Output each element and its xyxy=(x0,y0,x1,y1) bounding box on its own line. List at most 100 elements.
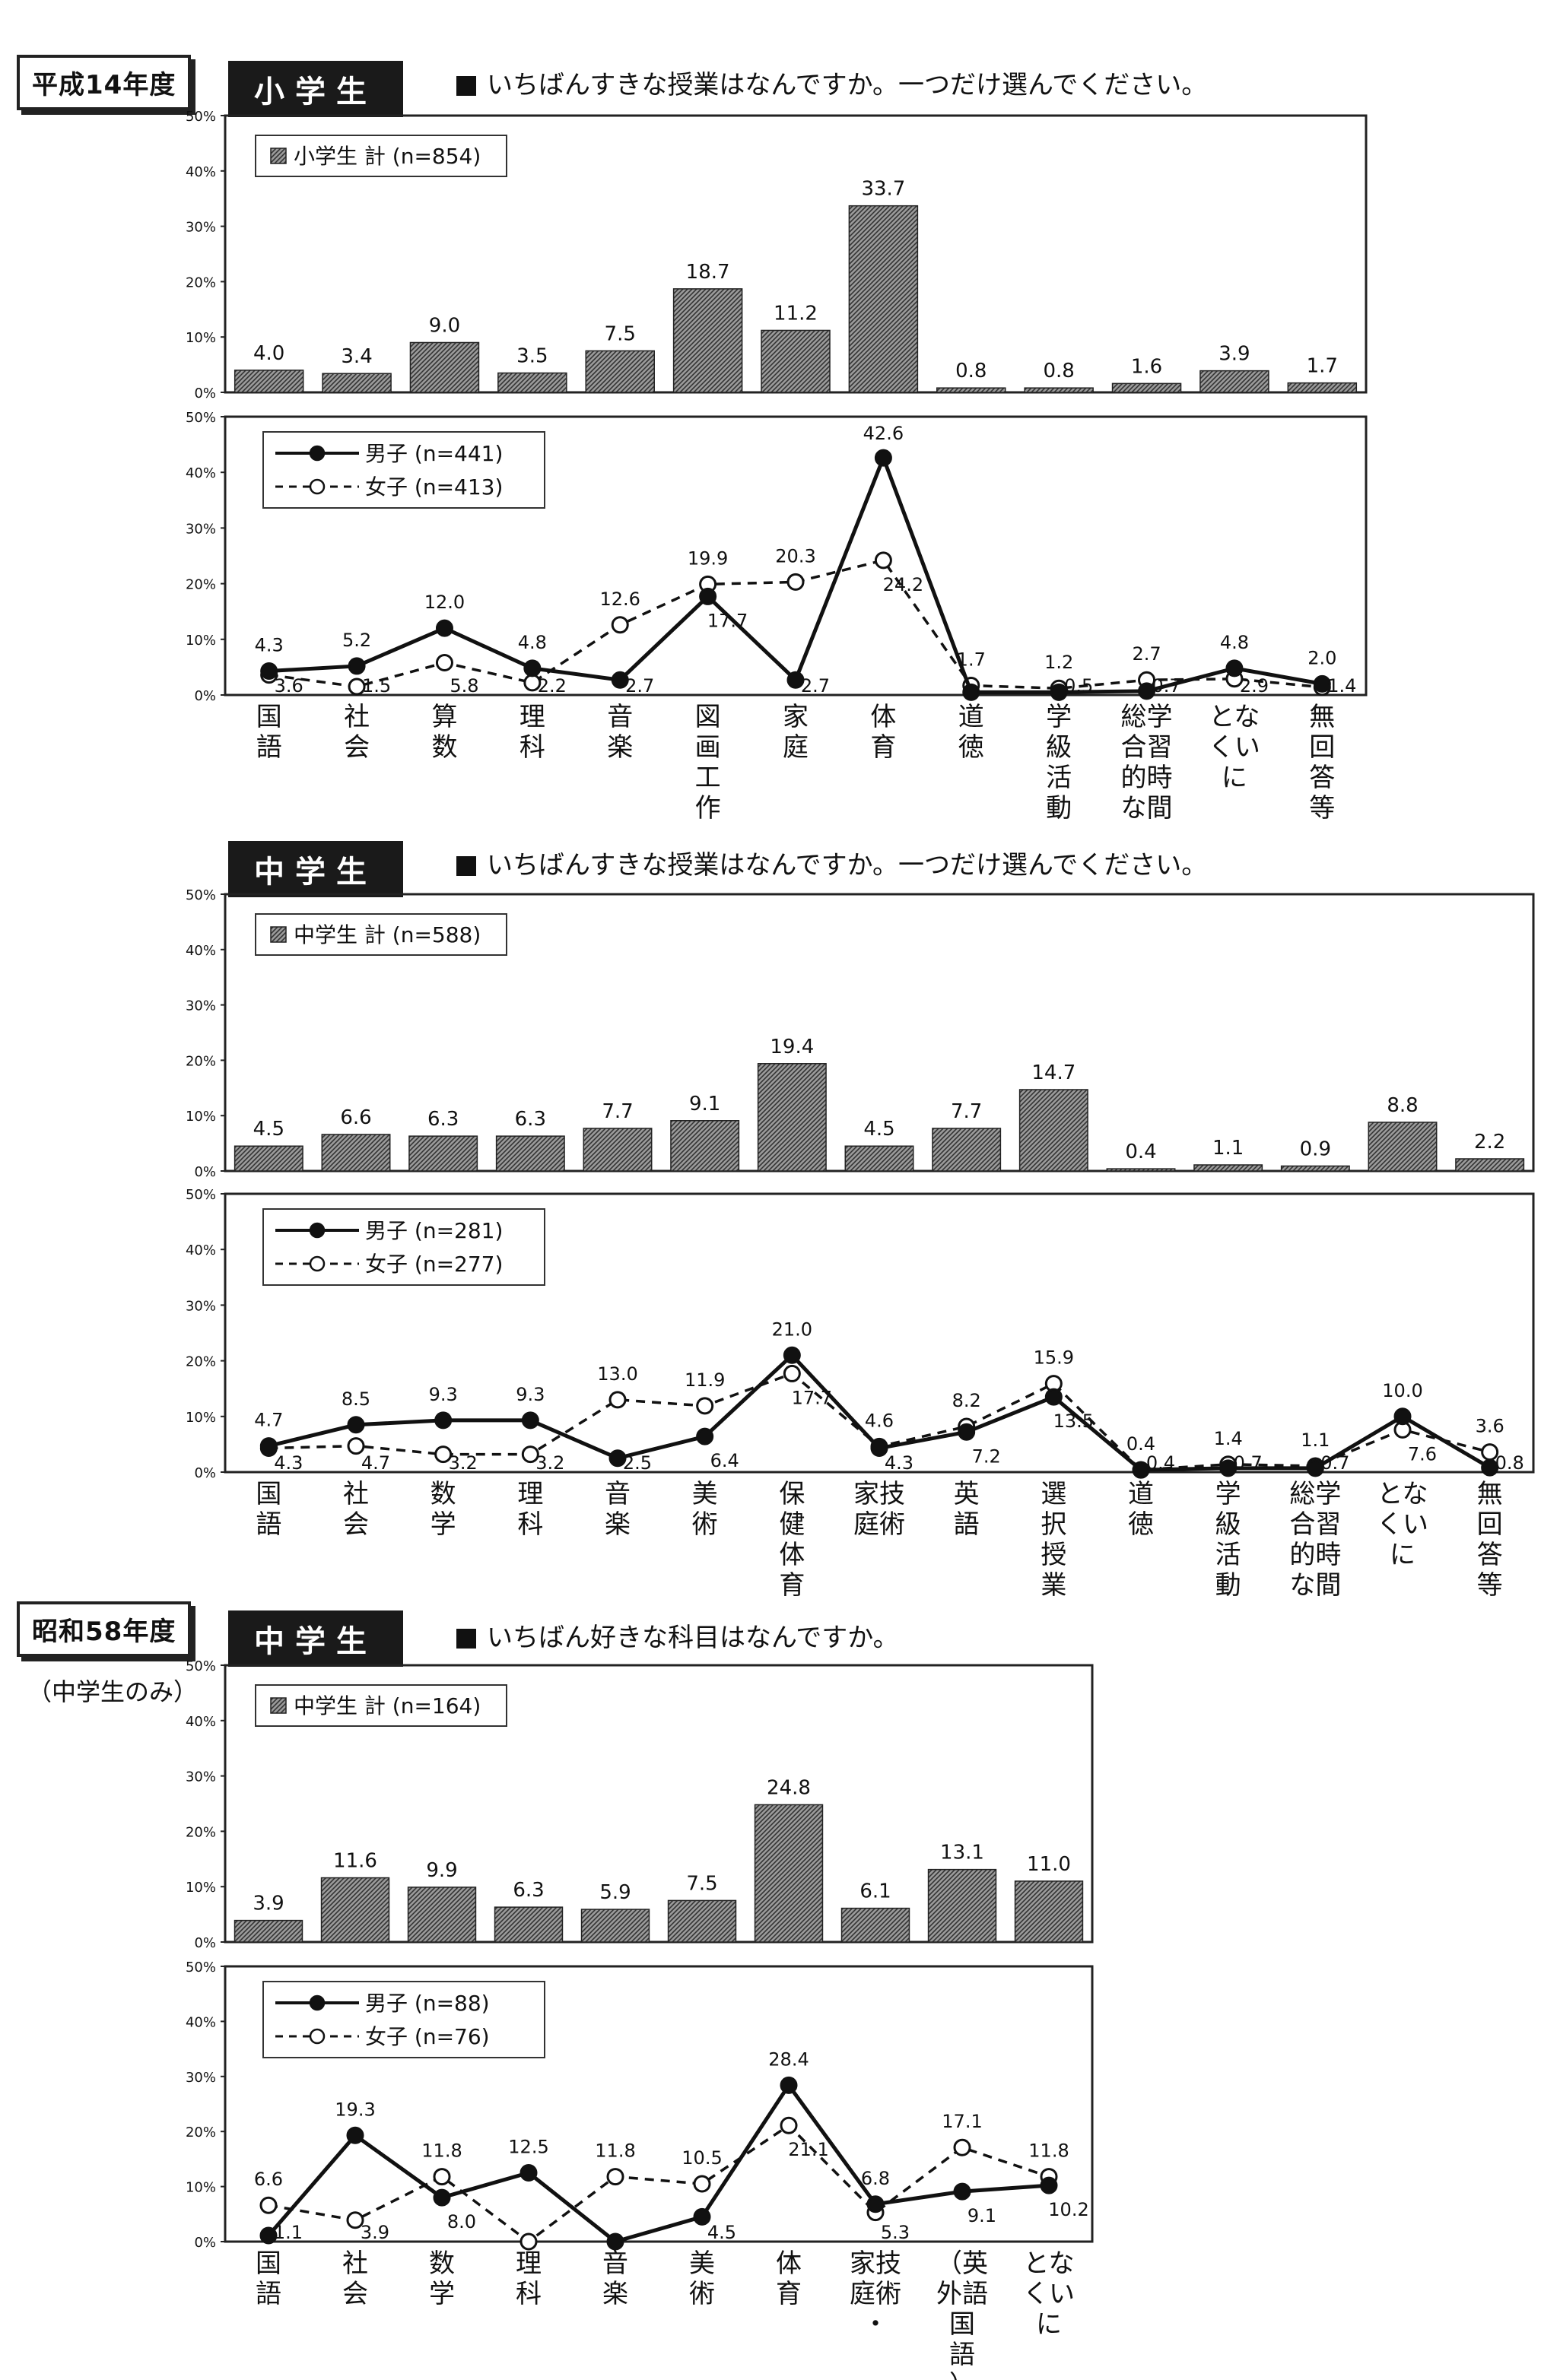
note-junior-only: （中学生のみ） xyxy=(27,1677,199,1706)
bar xyxy=(936,387,1006,393)
bar xyxy=(848,205,919,393)
category-glyph: 庭術 xyxy=(850,2279,901,2309)
category-glyph: に xyxy=(1390,1540,1415,1570)
data-label-male: 2.7 xyxy=(801,675,830,697)
data-label-male: 4.8 xyxy=(1220,632,1249,653)
bar xyxy=(1106,1168,1176,1172)
category-glyph: 業 xyxy=(1041,1570,1066,1601)
data-label-male: 0.5 xyxy=(1064,675,1093,697)
category-glyph: 語 xyxy=(256,2279,281,2309)
category-label: 社会 xyxy=(343,1479,369,1540)
chart-3: 0% 10% 20% 30% 40% 50% 中学生 計 (n=588) 4.5 6.6 6.3 6… xyxy=(186,887,1535,1180)
data-point-male xyxy=(696,1427,714,1445)
bar xyxy=(321,1134,391,1172)
data-label-male: 0.7 xyxy=(1234,1452,1263,1474)
data-label-female: 2.9 xyxy=(1240,675,1269,697)
bar-value-label: 4.5 xyxy=(863,1118,894,1141)
data-label-male: 13.5 xyxy=(1053,1411,1094,1432)
category-glyph: 会 xyxy=(344,732,370,763)
data-point-female xyxy=(259,2196,278,2214)
y-tick-label: 0% xyxy=(194,2235,216,2251)
bar-value-label: 0.9 xyxy=(1300,1138,1331,1160)
data-point-male xyxy=(519,2164,538,2182)
category-glyph: 等 xyxy=(1477,1570,1503,1601)
data-point-female xyxy=(434,1445,453,1464)
data-label-female: 21.1 xyxy=(788,2139,828,2160)
question-text: いちばん好きな科目はなんですか。 xyxy=(487,1623,899,1653)
category-label: 国語 xyxy=(256,702,282,763)
y-tick-label: 10% xyxy=(186,1109,216,1125)
bar xyxy=(407,1887,477,1943)
data-point-male xyxy=(347,1416,365,1434)
category-glyph: 等 xyxy=(1309,793,1335,823)
category-glyph: 級 xyxy=(1046,732,1072,763)
y-tick-label: 30% xyxy=(186,2070,216,2086)
data-label-male: 10.0 xyxy=(1382,1380,1422,1401)
category-glyph: 活 xyxy=(1215,1540,1241,1570)
bar xyxy=(840,1907,910,1943)
category-glyph: 国 xyxy=(256,2248,281,2279)
bar-value-label: 4.0 xyxy=(253,342,284,365)
bar xyxy=(494,1906,564,1943)
question-elementary: いちばんすきな授業はなんですか。一つだけ選んでください。 xyxy=(456,64,1207,101)
category-glyph: 庭術 xyxy=(853,1509,905,1540)
data-point-female xyxy=(783,1364,801,1382)
bar-value-label: 6.1 xyxy=(859,1880,891,1903)
data-point-male xyxy=(611,671,629,689)
y-tick-label: 40% xyxy=(186,2014,216,2030)
category-glyph: 楽 xyxy=(605,1509,631,1540)
bar xyxy=(580,1909,650,1943)
y-tick-label: 40% xyxy=(186,164,216,180)
bar-value-label: 5.9 xyxy=(599,1881,631,1904)
data-label-male: 17.7 xyxy=(707,610,748,631)
data-label-female: 19.9 xyxy=(688,547,728,569)
bar-value-label: 18.7 xyxy=(686,261,730,284)
category-glyph: 楽 xyxy=(607,732,633,763)
category-glyph: 総学 xyxy=(1289,1479,1341,1509)
y-tick-label: 0% xyxy=(194,1164,216,1180)
category-glyph: 活 xyxy=(1046,763,1072,793)
data-label-female: 17.7 xyxy=(792,1387,832,1408)
legend-label: 男子 (n=281) xyxy=(365,1218,503,1243)
data-label-female: 17.1 xyxy=(942,2111,982,2132)
legend: 中学生 計 (n=588) xyxy=(255,913,507,956)
category-glyph: 理 xyxy=(516,2248,542,2279)
data-label-male: 2.7 xyxy=(625,675,654,697)
data-point-male xyxy=(346,2126,364,2144)
bar-value-label: 6.3 xyxy=(515,1108,546,1131)
data-point-female xyxy=(611,616,629,634)
bar xyxy=(585,350,655,393)
data-label-female: 3.2 xyxy=(535,1452,564,1474)
bar-value-label: 0.8 xyxy=(1043,360,1074,382)
data-label-female: 13.0 xyxy=(597,1363,637,1385)
data-point-male xyxy=(260,662,278,681)
data-label-female: 0.4 xyxy=(1146,1452,1175,1474)
category-glyph: 理 xyxy=(519,702,545,732)
category-glyph: 学 xyxy=(1215,1479,1241,1509)
bar-value-label: 9.1 xyxy=(689,1093,720,1115)
chart-6: 0% 10% 20% 30% 40% 50% 男子 (n=88) 女子 (n=76) 1.1 6.… xyxy=(186,1960,1094,2380)
data-point-male xyxy=(962,683,980,701)
category-glyph: 音 xyxy=(607,702,633,732)
data-point-male xyxy=(434,1411,453,1430)
data-point-male xyxy=(433,2188,451,2207)
y-tick-label: 50% xyxy=(186,1960,216,1975)
category-glyph: 図 xyxy=(695,702,721,732)
category-label: 音楽 xyxy=(602,2248,628,2309)
data-label-male: 2.5 xyxy=(623,1452,652,1474)
bar xyxy=(1287,382,1358,393)
question-text: いちばんすきな授業はなんですか。一つだけ選んでください。 xyxy=(487,70,1208,100)
y-tick-label: 20% xyxy=(186,2125,216,2140)
category-glyph: 動 xyxy=(1046,793,1072,823)
category-glyph: 語 xyxy=(256,732,282,763)
bar xyxy=(1014,1880,1084,1943)
data-label-male: 42.6 xyxy=(863,423,904,444)
chart-1: 0% 10% 20% 30% 40% 50% 小学生 計 (n=854) 4.0 3.4 9.0 3… xyxy=(186,109,1368,401)
bar xyxy=(234,1145,303,1172)
bar xyxy=(409,341,480,393)
data-label-male: 7.2 xyxy=(972,1445,1001,1467)
y-tick-label: 40% xyxy=(186,465,216,481)
